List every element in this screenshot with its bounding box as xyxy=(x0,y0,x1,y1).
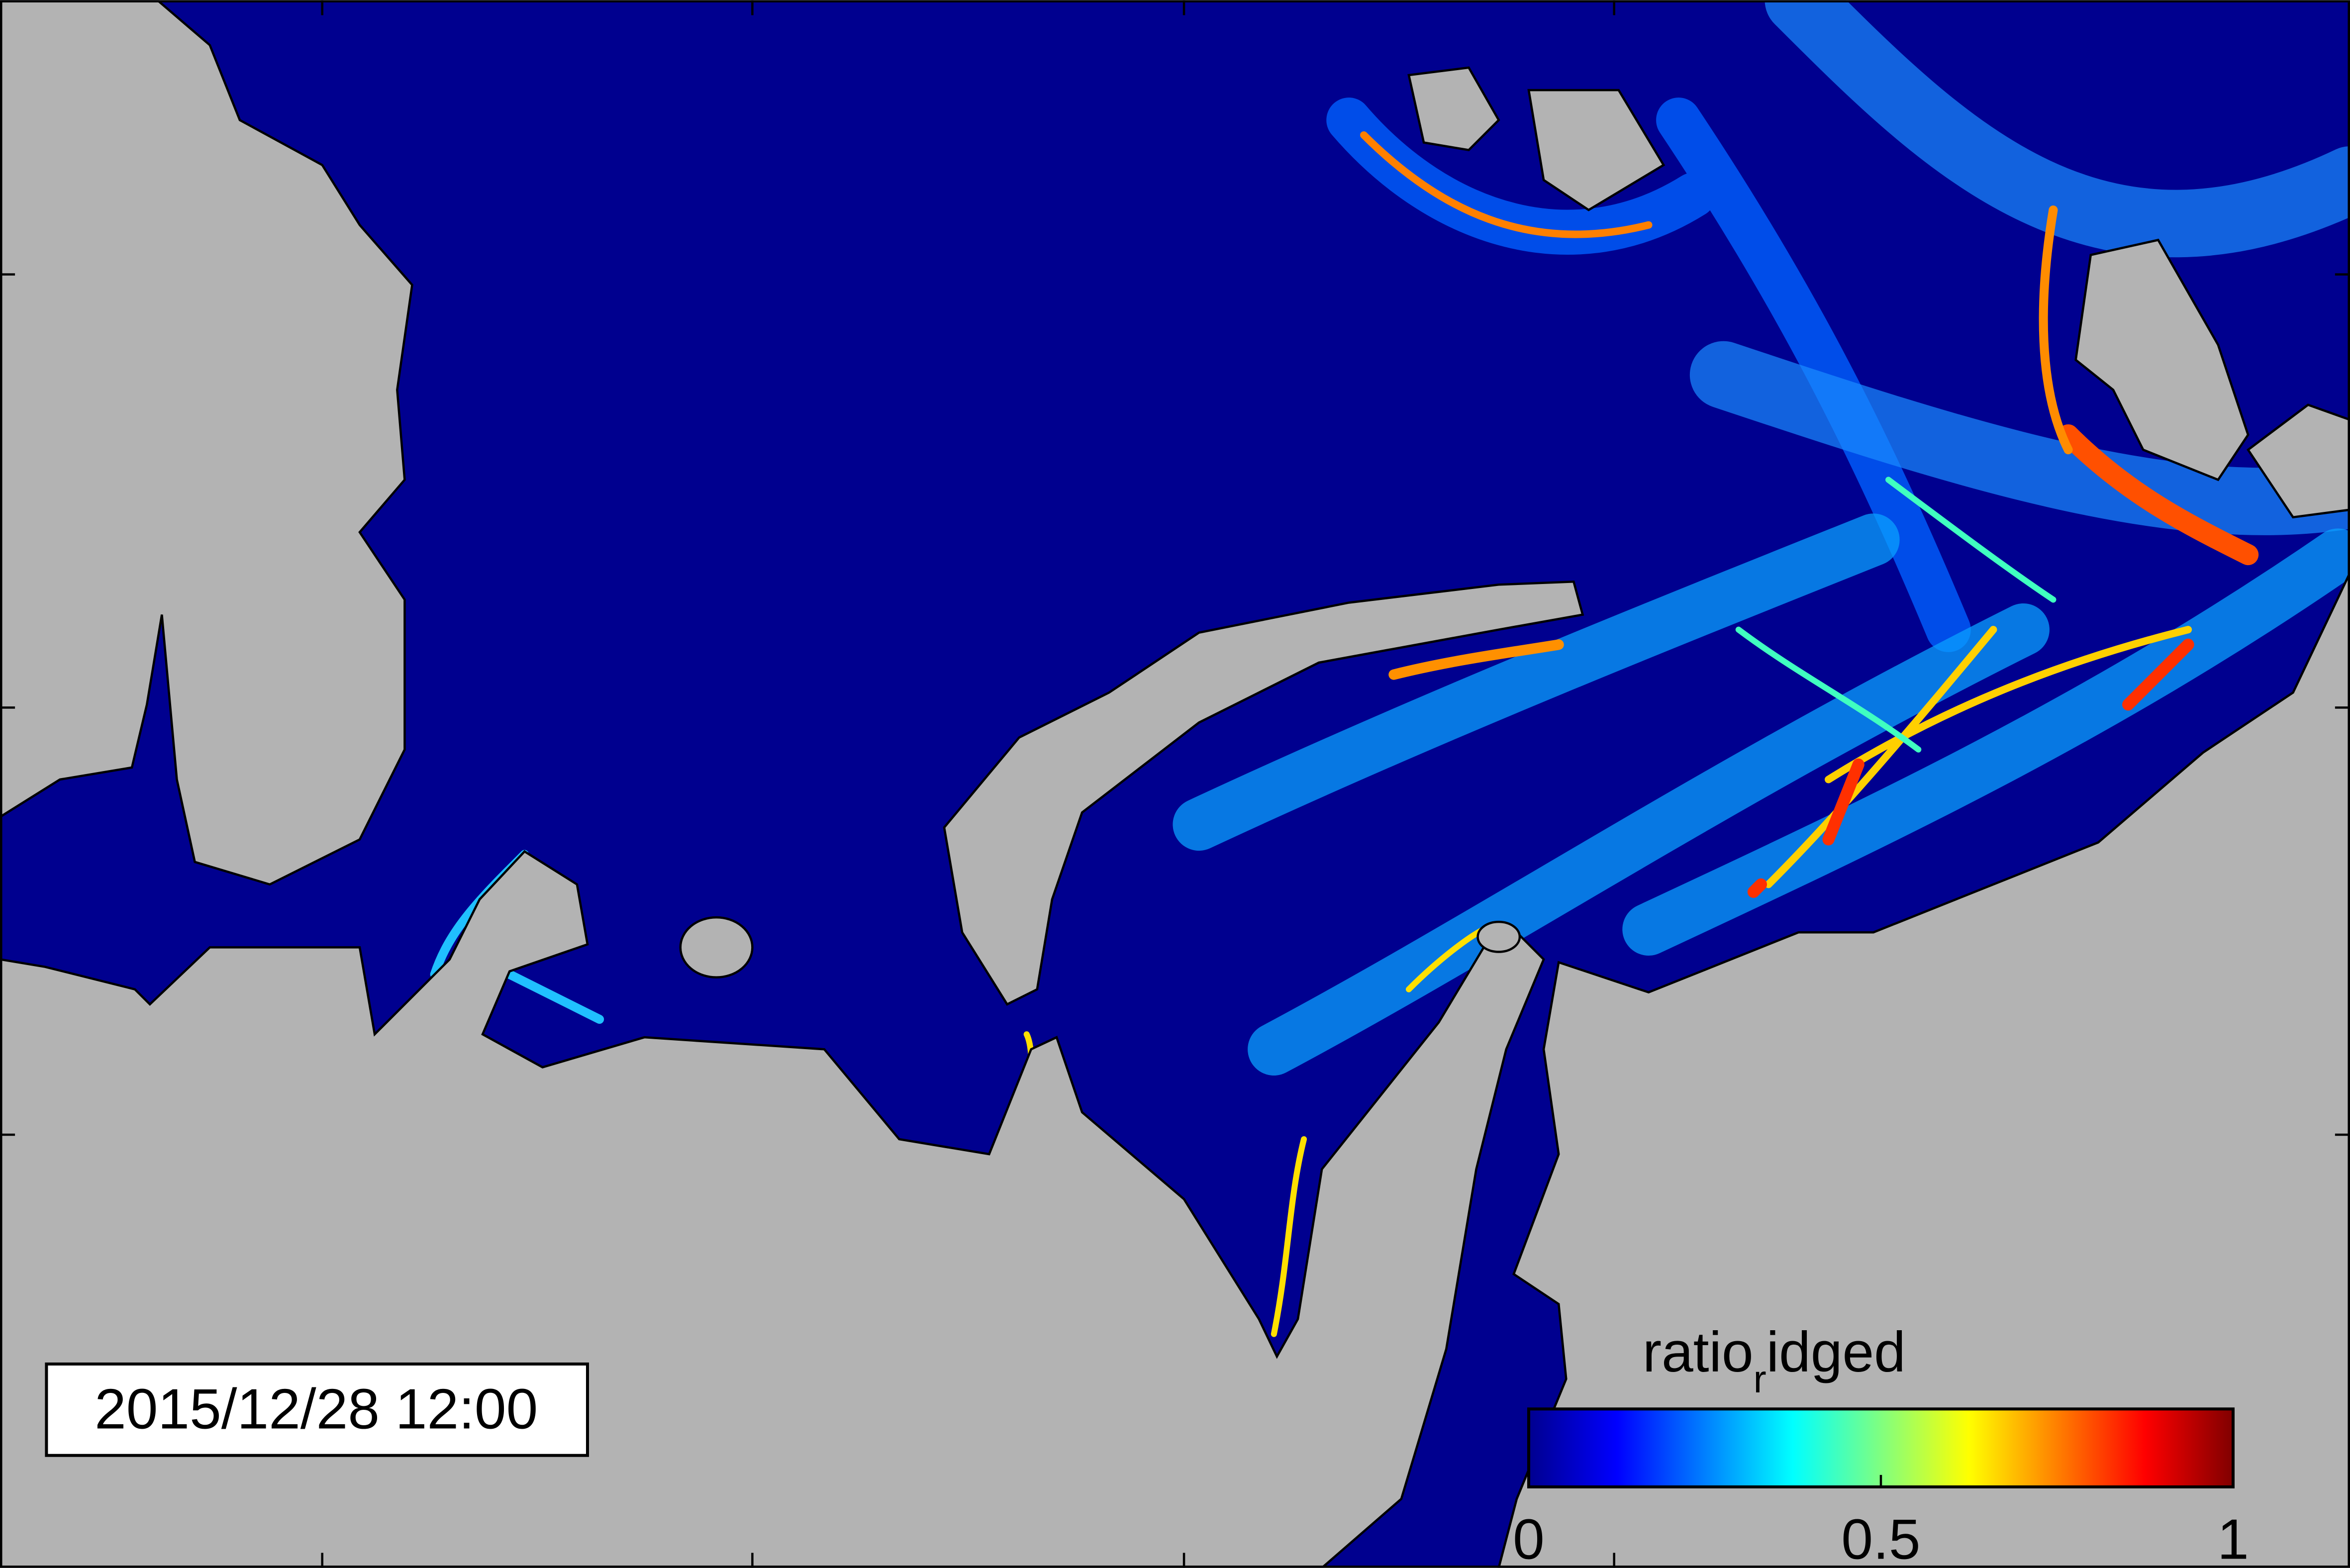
colorbar: ratioridged 0 0.5 1 xyxy=(1513,1320,2249,1568)
colorbar-label-sub: r xyxy=(1754,1357,1766,1401)
timestamp-box xyxy=(45,1362,589,1457)
colorbar-label-main: ratio xyxy=(1643,1320,1754,1384)
ice-field xyxy=(430,0,2350,1337)
timestamp: 2015/12/28 12:00 xyxy=(95,1377,538,1441)
colorbar-label-rest: idged xyxy=(1766,1320,1906,1384)
colorbar-tick-label: 0 xyxy=(1513,1508,1545,1568)
colorbar-tick-label: 0.5 xyxy=(1841,1508,1920,1568)
colorbar-label: ratioridged xyxy=(1643,1320,1906,1401)
colorbar-tick-label: 1 xyxy=(2217,1508,2249,1568)
